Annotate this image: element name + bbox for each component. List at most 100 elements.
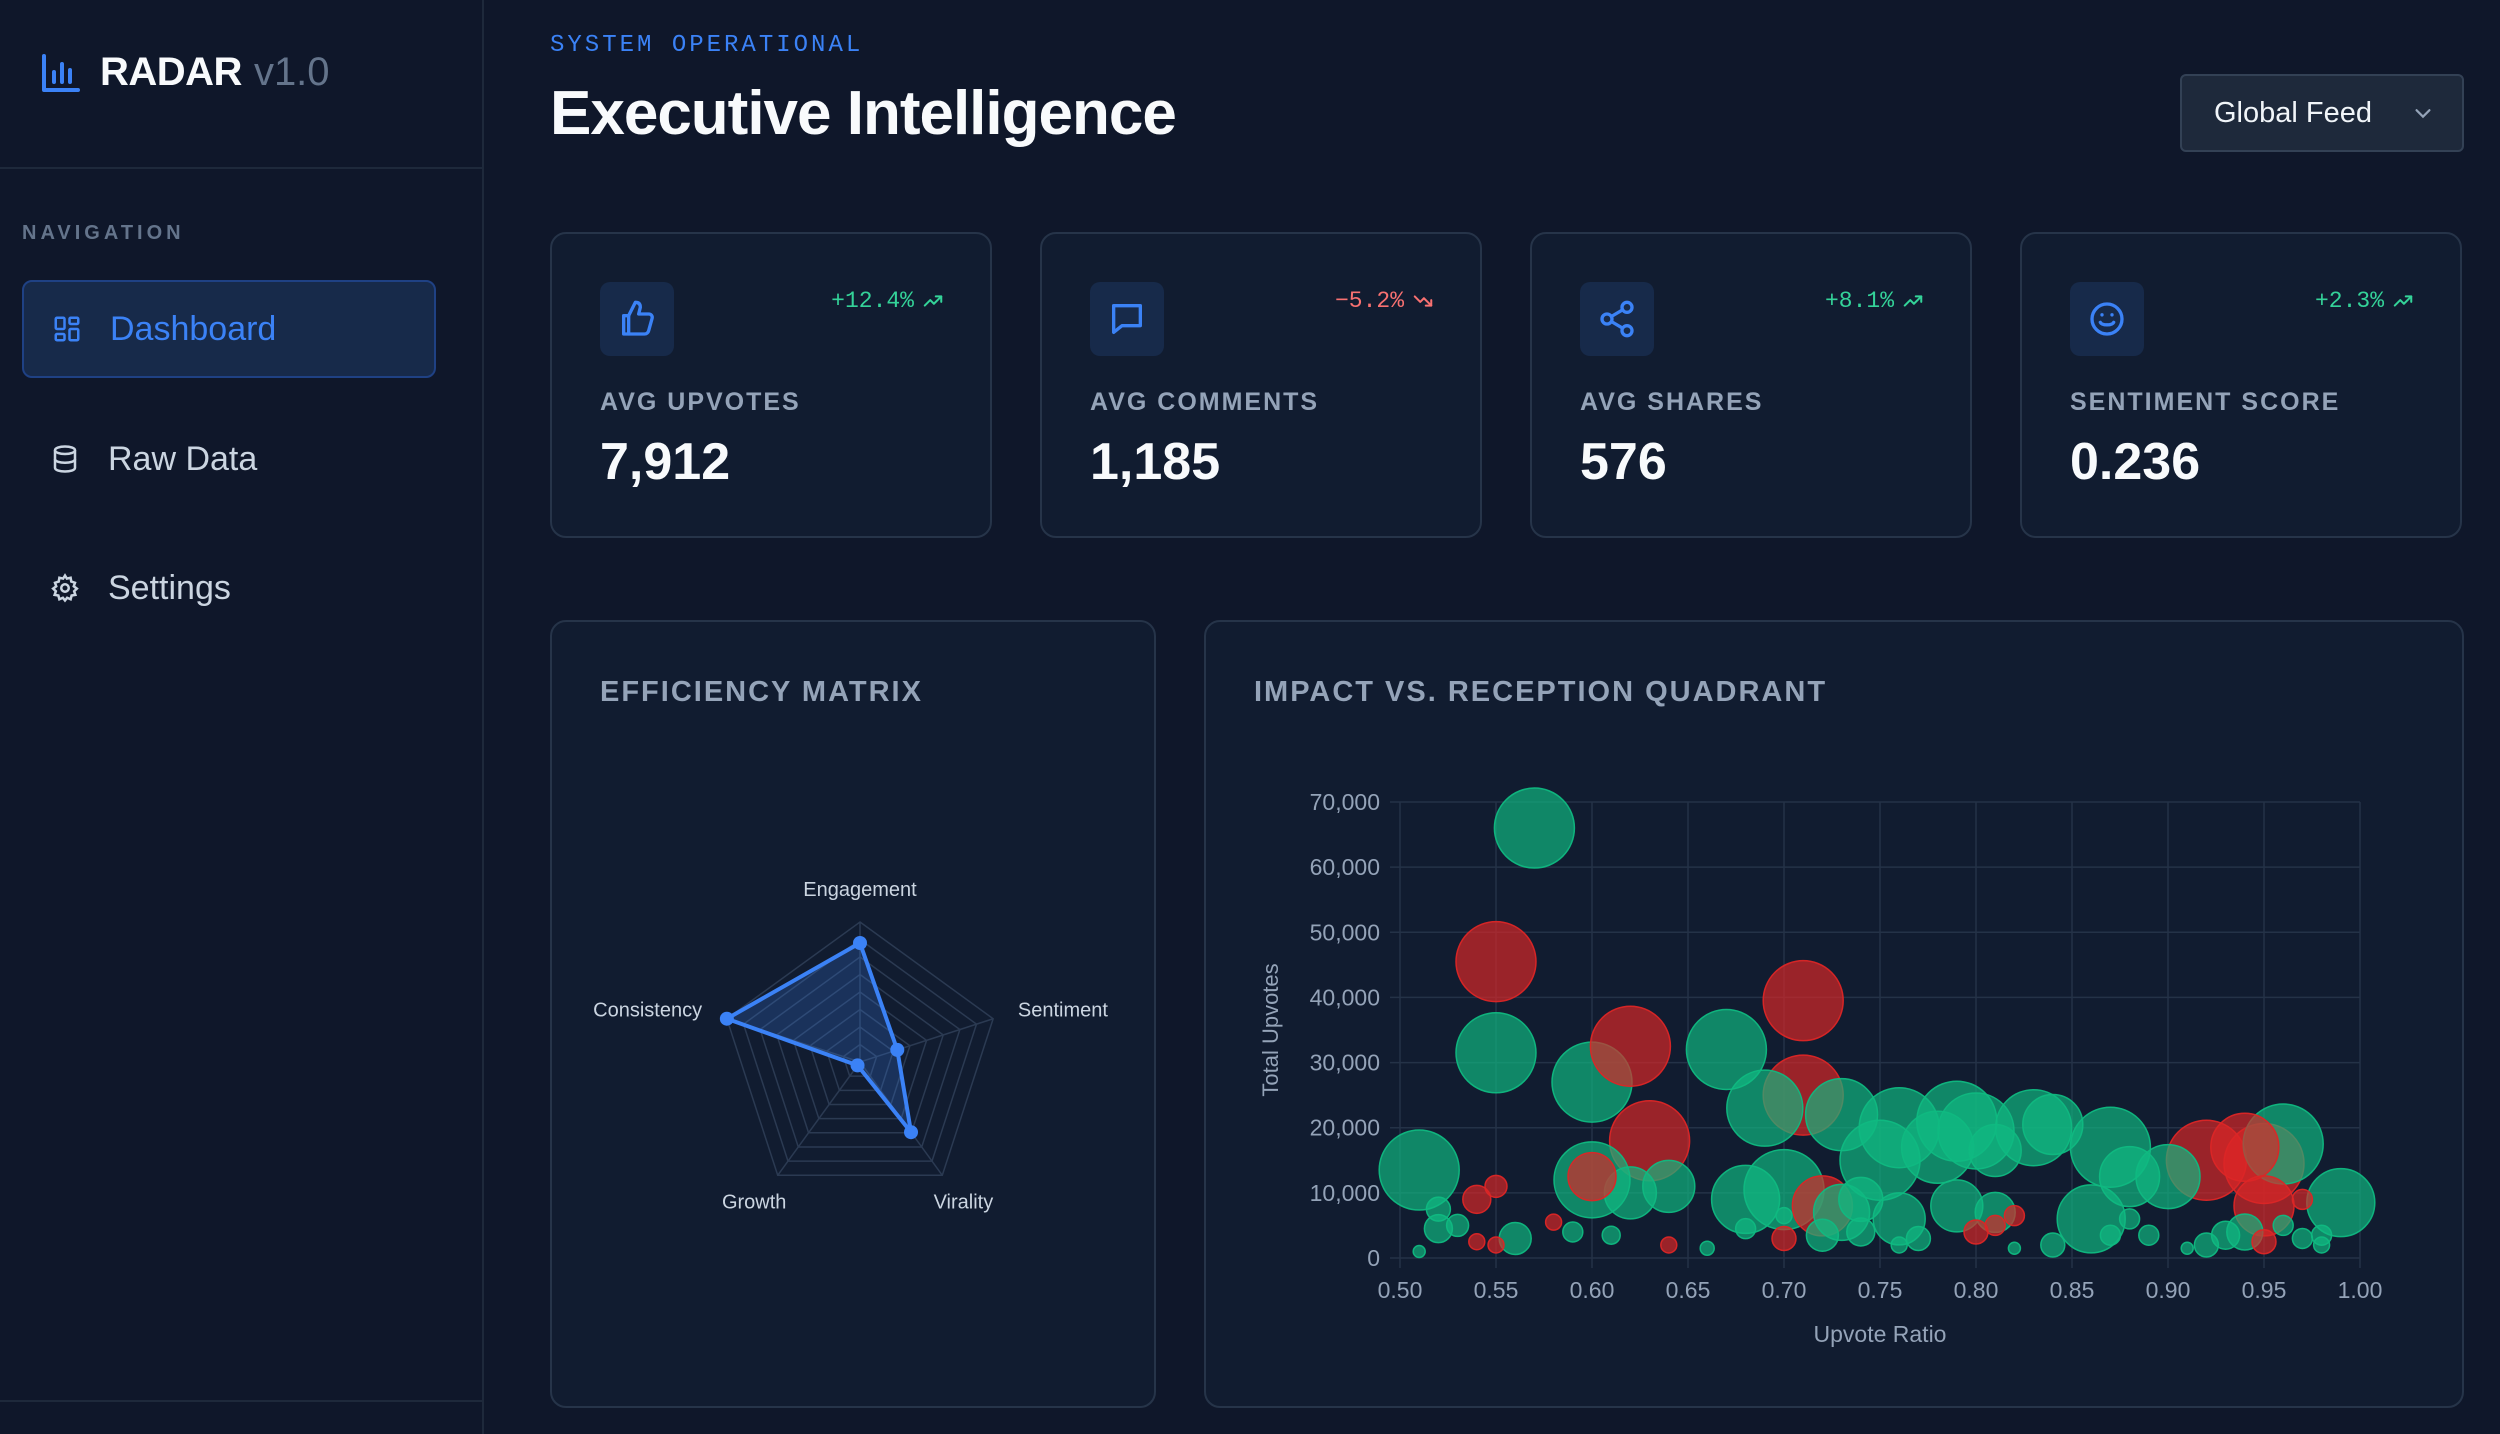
radar-grid-ring — [759, 956, 961, 1148]
radar-point — [850, 1058, 865, 1073]
bubble-point — [1762, 959, 1844, 1042]
bubble-point — [1699, 1240, 1715, 1256]
radar-spoke — [777, 1061, 861, 1176]
bubble-point — [2098, 1145, 2161, 1208]
kpi-card-sentiment: +2.3% SENTIMENT SCORE 0.236 — [2020, 232, 2462, 538]
sidebar: RADAR v1.0 NAVIGATION Dashboard Raw Data — [0, 0, 484, 1434]
y-tick-label: 60,000 — [1310, 854, 1380, 880]
radar-grid-ring — [825, 1026, 895, 1092]
x-tick-label: 0.70 — [1762, 1277, 1807, 1303]
kpi-value: 7,912 — [600, 433, 731, 491]
sidebar-divider — [0, 167, 484, 169]
bubble-point — [2180, 1241, 2194, 1255]
brand-name: RADAR — [100, 50, 242, 94]
bubble-point — [2193, 1232, 2220, 1258]
panel-title: IMPACT VS. RECEPTION QUADRANT — [1254, 676, 1828, 708]
radar-point — [890, 1042, 905, 1057]
bubble-point — [1544, 1213, 1563, 1231]
radar-chart: Engagement Sentiment Virality Growth Consist… — [593, 879, 1108, 1213]
kpi-delta: +8.1% — [1825, 288, 1924, 314]
sidebar-item-settings[interactable]: Settings — [22, 539, 436, 637]
radar-grid-ring — [725, 921, 995, 1177]
x-tick-label: 1.00 — [2338, 1277, 2383, 1303]
bubble-point — [2007, 1241, 2022, 1255]
bubble-point — [1562, 1221, 1584, 1243]
radar-axis-label: Virality — [934, 1191, 994, 1213]
bubble-point — [1900, 1110, 1975, 1185]
bubble-point — [1468, 1232, 1486, 1251]
bubble-point — [1775, 1206, 1793, 1225]
bubble-point — [1838, 1176, 1884, 1223]
kpi-delta-value: −5.2% — [1334, 288, 1404, 314]
x-axis-label: Upvote Ratio — [1814, 1321, 1947, 1347]
radar-axis-label: Consistency — [593, 1000, 702, 1022]
bubble-point — [1589, 1005, 1672, 1088]
bubble-point — [1771, 1225, 1797, 1252]
x-tick-label: 0.50 — [1378, 1277, 1423, 1303]
bubble-point — [2291, 1188, 2314, 1211]
x-tick-label: 0.60 — [1570, 1277, 1615, 1303]
bubble-point — [1805, 1218, 1840, 1252]
sidebar-bottom-divider — [0, 1400, 484, 1402]
bubble-point — [2251, 1228, 2277, 1255]
bubble-point — [1425, 1196, 1452, 1222]
kpi-card-upvotes: +12.4% AVG UPVOTES 7,912 — [550, 232, 992, 538]
bubble-point — [2272, 1214, 2294, 1237]
kpi-label: SENTIMENT SCORE — [2070, 388, 2341, 416]
radar-point — [853, 936, 867, 950]
x-tick-label: 0.80 — [1954, 1277, 1999, 1303]
x-tick-label: 0.90 — [2146, 1277, 2191, 1303]
bubble-point — [1412, 1244, 1426, 1259]
bubble-point — [2022, 1093, 2084, 1156]
radar-axis-label: Engagement — [803, 879, 917, 901]
bubble-point — [2003, 1204, 2026, 1227]
grid-icon — [50, 312, 84, 346]
trend-up-icon — [2393, 295, 2413, 307]
quadrant-panel: IMPACT VS. RECEPTION QUADRANT 0.50 0.55 0.… — [1204, 620, 2464, 1408]
bubble-point — [1984, 1214, 2006, 1237]
kpi-delta: +2.3% — [2315, 288, 2414, 314]
bubble-point — [1378, 1129, 1460, 1211]
y-tick-label: 0 — [1367, 1245, 1380, 1271]
bar-chart-logo-icon — [42, 53, 80, 92]
radar-grid-ring — [792, 991, 928, 1120]
feed-select[interactable]: Global Feed — [2180, 74, 2464, 152]
sidebar-item-label: Dashboard — [110, 309, 277, 348]
kpi-label: AVG COMMENTS — [1090, 388, 1320, 416]
bubble-point — [1493, 787, 1576, 869]
bubble-point — [1445, 1213, 1470, 1238]
bubble-point — [1726, 1069, 1804, 1147]
kpi-delta-value: +2.3% — [2314, 288, 2384, 314]
bubble-point — [1734, 1217, 1757, 1240]
bubble-point — [1462, 1184, 1492, 1215]
chevron-down-icon — [2415, 109, 2431, 119]
bubble-point — [2291, 1227, 2314, 1250]
kpi-label: AVG UPVOTES — [600, 388, 801, 416]
brand[interactable]: RADAR v1.0 — [40, 50, 330, 95]
radar-grid-ring — [809, 1008, 911, 1106]
sidebar-item-label: Raw Data — [108, 439, 258, 478]
smiley-icon — [2070, 282, 2144, 356]
x-tick-label: 0.75 — [1858, 1277, 1903, 1303]
radar-point — [904, 1125, 919, 1140]
y-tick-label: 70,000 — [1310, 789, 1380, 815]
trend-up-icon — [923, 295, 943, 307]
sidebar-item-raw-data[interactable]: Raw Data — [22, 410, 436, 508]
gear-icon — [48, 571, 82, 605]
radar-grid-ring — [742, 938, 978, 1162]
efficiency-matrix-panel: EFFICIENCY MATRIX Engagement Sentiment Vir… — [550, 620, 1156, 1408]
bubble-point — [1905, 1225, 1932, 1252]
page-title: Executive Intelligence — [550, 79, 1177, 148]
panel-title: EFFICIENCY MATRIX — [600, 676, 923, 708]
bubble-point — [1455, 920, 1537, 1003]
bubble-chart: 0.50 0.55 0.60 0.65 0.70 0.75 0.80 0.85 0.90 0.95… — [1258, 787, 2383, 1347]
bubble-point — [1642, 1159, 1696, 1214]
trend-down-icon — [1413, 295, 1433, 307]
radar-series-area — [724, 941, 914, 1135]
bubble-point — [1455, 1012, 1537, 1094]
kpi-value: 576 — [1580, 433, 1667, 491]
x-tick-label: 0.55 — [1474, 1277, 1519, 1303]
sidebar-item-dashboard[interactable]: Dashboard — [22, 280, 436, 378]
kpi-delta: +12.4% — [831, 288, 944, 314]
thumbs-up-icon — [600, 282, 674, 356]
